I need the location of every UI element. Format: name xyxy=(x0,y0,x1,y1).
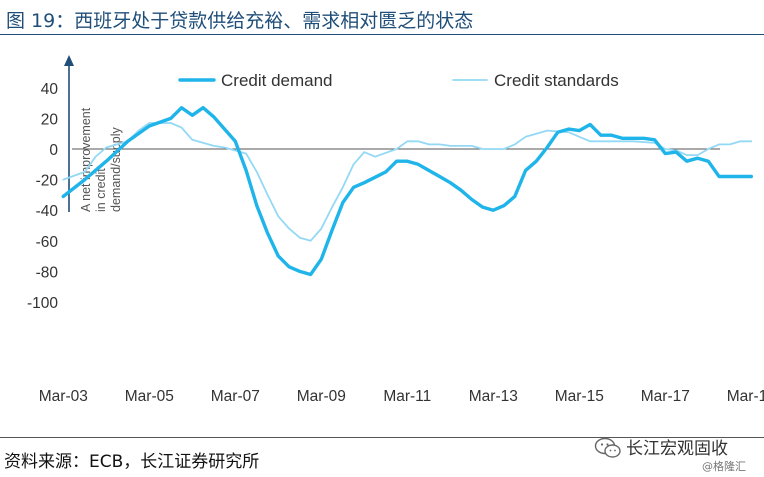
source-note: 资料来源：ECB，长江证券研究所 xyxy=(4,452,260,472)
y-tick-label: 20 xyxy=(41,111,59,128)
y-axis-label-line: demand/supply xyxy=(109,126,123,212)
x-tick-label: Mar-05 xyxy=(125,388,174,405)
figure-title: 图 19：西班牙处于贷款供给充裕、需求相对匮乏的状态 xyxy=(6,10,474,32)
y-axis-arrow xyxy=(64,55,74,212)
legend-item-credit-standards: Credit standards xyxy=(452,71,619,90)
y-axis-label-line: A net improvement xyxy=(79,107,93,212)
y-axis-arrow-head xyxy=(64,55,74,66)
brand-handle: @格隆汇 xyxy=(702,460,746,473)
footer-divider xyxy=(0,437,764,438)
y-tick-label: -40 xyxy=(36,203,59,220)
title-divider xyxy=(0,34,764,35)
x-tick-label: Mar-19 xyxy=(727,388,764,405)
wechat-icon xyxy=(594,437,621,458)
legend-item-credit-demand: Credit demand xyxy=(178,71,333,90)
credit-demand-line xyxy=(61,106,753,277)
y-tick-label: 0 xyxy=(49,142,58,159)
x-tick-label: Mar-09 xyxy=(297,388,346,405)
x-tick-label: Mar-11 xyxy=(383,388,431,405)
x-tick-label: Mar-07 xyxy=(211,388,260,405)
y-tick-label: -80 xyxy=(36,264,59,281)
x-tick-label: Mar-03 xyxy=(39,388,88,405)
y-axis-label-group: A net improvementin creditdemand/supply xyxy=(79,107,123,212)
y-tick-label: -100 xyxy=(27,295,58,312)
y-tick-label: -60 xyxy=(36,234,59,251)
series-lines xyxy=(61,106,753,277)
y-tick-label: -20 xyxy=(36,173,59,190)
x-tick-label: Mar-15 xyxy=(555,388,604,405)
brand-watermark: 长江宏观固收 @格隆汇 xyxy=(594,432,762,474)
y-axis-label-line: in credit xyxy=(94,168,108,212)
legend-label: Credit standards xyxy=(494,71,619,90)
x-tick-label: Mar-17 xyxy=(641,388,690,405)
y-tick-labels: 40 20 0 -20 -40 -60 -80 -100 xyxy=(27,81,58,312)
brand-name: 长江宏观固收 xyxy=(626,439,728,459)
y-axis-label: A net improvementin creditdemand/supply xyxy=(79,107,123,212)
legend-label: Credit demand xyxy=(221,71,333,90)
credit-standards-line xyxy=(62,122,753,242)
legend: Credit demand Credit standards xyxy=(178,71,619,90)
x-tick-label: Mar-13 xyxy=(469,388,518,405)
line-chart: A net improvementin creditdemand/supply … xyxy=(27,55,764,405)
y-tick-label: 40 xyxy=(41,81,59,98)
x-tick-labels: Mar-03 Mar-05 Mar-07 Mar-09 Mar-11 Mar-13 Mar-… xyxy=(39,388,764,405)
